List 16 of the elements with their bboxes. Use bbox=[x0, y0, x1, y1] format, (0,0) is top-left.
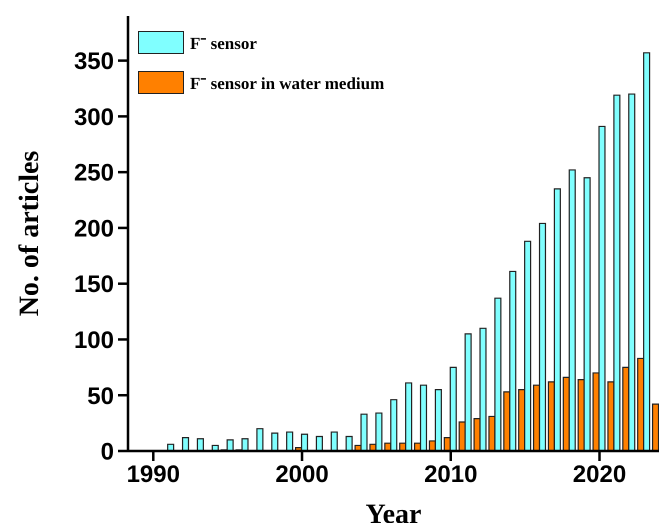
legend-label: F⁻ sensor bbox=[190, 34, 257, 52]
y-tick-label: 50 bbox=[87, 382, 114, 410]
y-tick-label: 250 bbox=[74, 160, 114, 187]
y-tick-label: 350 bbox=[74, 48, 114, 76]
y-axis-title: No. of articles bbox=[14, 150, 45, 316]
legend-label: F⁻ sensor in water medium bbox=[190, 74, 384, 92]
x-tick-label: 1990 bbox=[126, 461, 180, 488]
x-tick-label: 2010 bbox=[424, 461, 478, 488]
y-tick-label: 100 bbox=[74, 326, 114, 354]
x-tick-label: 2020 bbox=[572, 461, 626, 488]
y-tick-label: 0 bbox=[100, 438, 114, 466]
y-tick-label: 150 bbox=[74, 271, 114, 298]
x-tick-label: 2000 bbox=[275, 461, 329, 488]
x-axis-title: Year bbox=[366, 499, 422, 528]
y-tick-label: 300 bbox=[74, 104, 114, 131]
y-tick-label: 200 bbox=[74, 215, 114, 242]
